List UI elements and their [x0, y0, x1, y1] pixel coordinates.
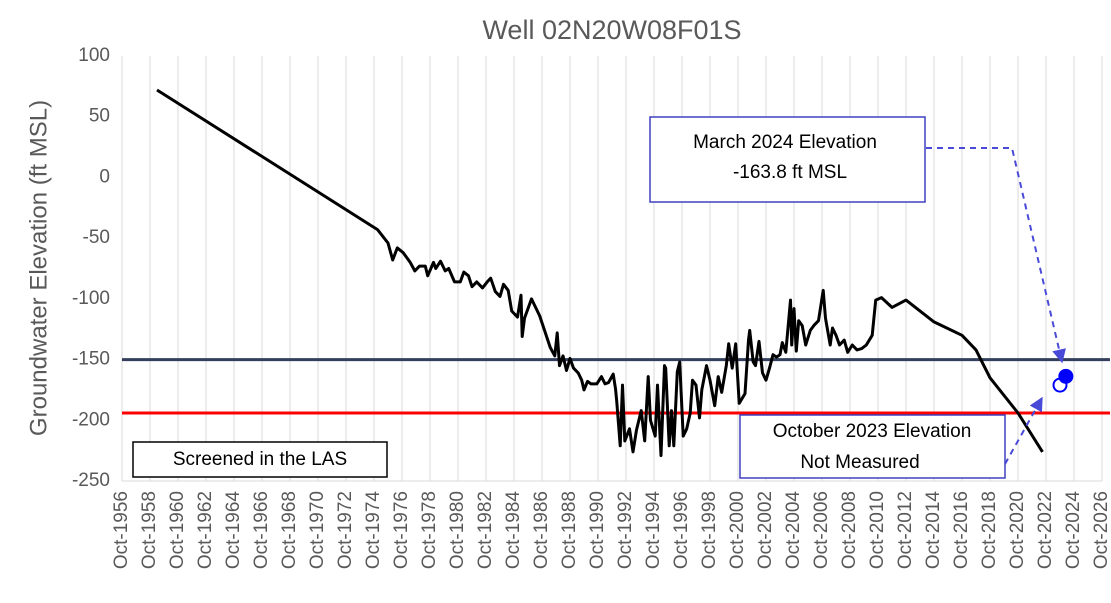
y-axis-label: Groundwater Elevation (ft MSL)	[25, 100, 52, 436]
annotation-box	[739, 414, 1006, 479]
x-tick-label: Oct-2018	[979, 491, 1000, 569]
x-tick-label: Oct-2024	[1063, 491, 1084, 570]
y-tick-label: 50	[89, 106, 110, 127]
x-tick-label: Oct-2006	[811, 491, 832, 569]
x-tick-label: Oct-1972	[335, 491, 356, 569]
y-tick-label: -250	[72, 470, 110, 491]
x-tick-label: Oct-1960	[167, 491, 188, 569]
annotation-text: March 2024 Elevation	[693, 132, 877, 153]
x-tick-label: Oct-2002	[755, 491, 776, 569]
x-tick-label: Oct-1994	[643, 491, 664, 570]
x-tick-label: Oct-2022	[1035, 491, 1056, 569]
x-tick-label: Oct-1966	[251, 491, 272, 569]
x-tick-label: Oct-1956	[111, 491, 132, 569]
annotation-arrow	[926, 147, 1066, 364]
reference-lines	[122, 358, 1110, 415]
annotation-text: October 2023 Elevation	[773, 421, 972, 442]
x-tick-label: Oct-2014	[923, 491, 944, 570]
annotation-box	[132, 441, 388, 478]
x-tick-label: Oct-1974	[363, 491, 384, 570]
y-tick-label: 0	[99, 166, 110, 187]
x-tick-label: Oct-2008	[839, 491, 860, 569]
grid	[121, 56, 1103, 482]
annotation-text: -163.8 ft MSL	[733, 162, 847, 183]
x-tick-label: Oct-1964	[223, 491, 244, 570]
y-tick-label: 100	[78, 45, 110, 66]
x-tick-label: Oct-2004	[783, 491, 804, 570]
chart-title: Well 02N20W08F01S	[482, 15, 741, 45]
x-tick-label: Oct-2016	[951, 491, 972, 569]
y-tick-label: -50	[83, 227, 110, 248]
x-tick-label: Oct-2010	[867, 491, 888, 569]
x-tick-label: Oct-1962	[195, 491, 216, 569]
x-tick-label: Oct-2020	[1007, 491, 1028, 569]
x-tick-label: Oct-2026	[1091, 491, 1111, 569]
x-tick-label: Oct-1968	[279, 491, 300, 569]
marker	[1058, 368, 1074, 384]
x-tick-label: Oct-1984	[503, 491, 524, 570]
x-tick-label: Oct-1970	[307, 491, 328, 569]
marks	[156, 88, 1074, 457]
x-tick-label: Oct-1978	[419, 491, 440, 569]
x-tick-label: Oct-1996	[671, 491, 692, 569]
y-tick-label: -200	[72, 409, 110, 430]
x-tick-label: Oct-1986	[531, 491, 552, 569]
annotation-text: Screened in the LAS	[173, 449, 347, 470]
annotation-box	[649, 116, 926, 203]
x-tick-label: Oct-1980	[447, 491, 468, 569]
x-tick-label: Oct-1998	[699, 491, 720, 569]
annotation-text: Not Measured	[800, 452, 919, 473]
line	[156, 88, 1044, 457]
annotation-arrow	[1004, 396, 1043, 465]
x-tick-label: Oct-1976	[391, 491, 412, 569]
x-tick-label: Oct-1992	[615, 491, 636, 569]
x-tick-label: Oct-1958	[139, 491, 160, 569]
x-tick-label: Oct-2000	[727, 491, 748, 569]
y-tick-label: -100	[72, 288, 110, 309]
y-tick-label: -150	[72, 349, 110, 370]
x-tick-label: Oct-2012	[895, 491, 916, 569]
x-tick-label: Oct-1982	[475, 491, 496, 569]
x-tick-label: Oct-1990	[587, 491, 608, 569]
x-tick-label: Oct-1988	[559, 491, 580, 569]
